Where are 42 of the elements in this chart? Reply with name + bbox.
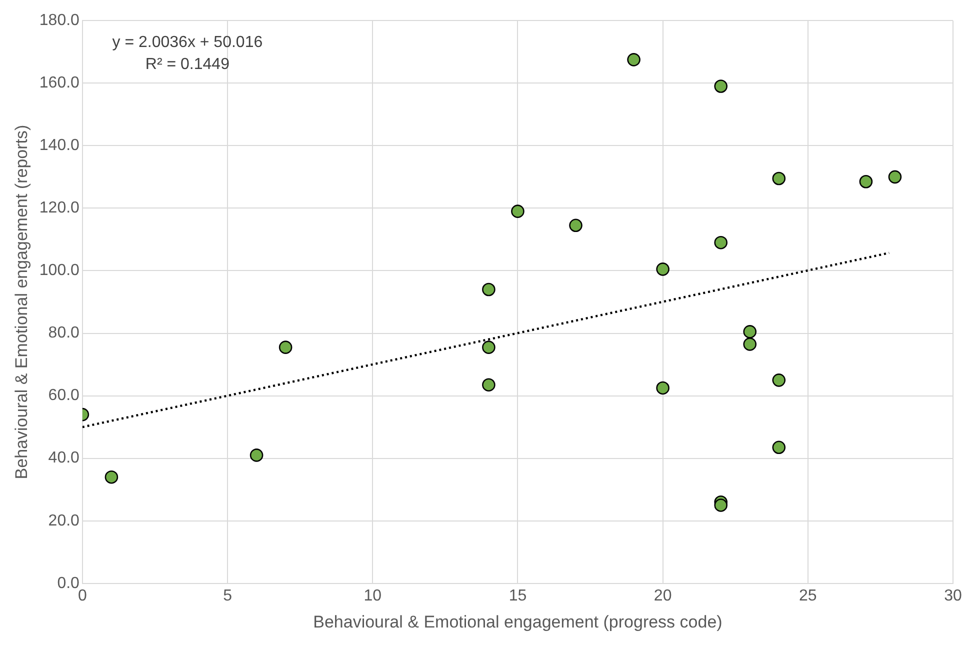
point [278, 340, 292, 354]
point [714, 498, 728, 512]
point [859, 174, 873, 188]
point [888, 170, 902, 184]
point [714, 80, 728, 93]
y-tick-label: 0.0 [57, 574, 80, 592]
y-tick-label: 120.0 [39, 200, 80, 217]
x-tick-label: 30 [944, 587, 962, 604]
y-tick-label: 140.0 [39, 137, 80, 154]
point [250, 448, 264, 462]
point [714, 236, 728, 250]
y-tick-label: 40.0 [48, 450, 80, 467]
x-tick-label: 0 [78, 587, 87, 604]
point [656, 381, 670, 395]
point [511, 204, 524, 218]
y-axis-title: Behavioural & Emotional engagement (reports) [12, 124, 31, 480]
y-tick-label: 80.0 [48, 324, 80, 342]
x-tick-label: 20 [654, 587, 672, 604]
point [569, 218, 582, 232]
x-tick-label: 10 [364, 587, 382, 604]
y-tick-label: 20.0 [48, 512, 80, 530]
y-tick-label: 60.0 [48, 387, 80, 404]
annotation: y = 2.0036x + 50.016 [112, 34, 263, 52]
point [627, 53, 640, 66]
point [482, 282, 496, 296]
point [772, 440, 786, 454]
y-tick-label: 180.0 [39, 12, 80, 30]
point [656, 262, 670, 276]
y-tick-label: 100.0 [39, 262, 80, 280]
point [743, 338, 757, 351]
x-tick-label: 5 [223, 587, 232, 604]
point [743, 325, 757, 338]
annotation: R² = 0.1449 [145, 56, 230, 74]
x-tick-label: 25 [799, 587, 817, 604]
point [482, 340, 496, 354]
y-tick-label: 160.0 [39, 74, 80, 92]
x-axis-title: Behavioural & Emotional engagement (progress code) [313, 612, 722, 632]
point [104, 470, 118, 484]
point [482, 378, 496, 392]
x-tick-label: 15 [508, 587, 527, 604]
point [772, 172, 786, 186]
point [772, 374, 786, 387]
